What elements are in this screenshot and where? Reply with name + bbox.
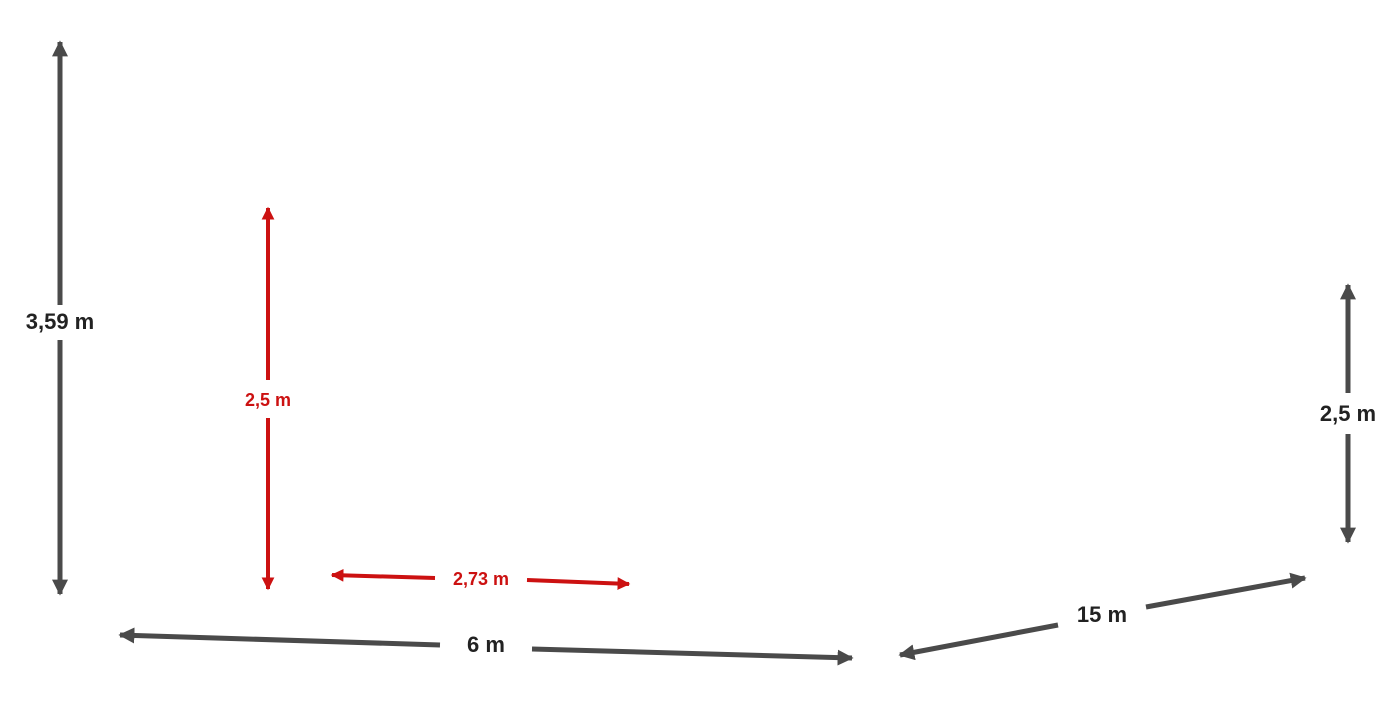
dimension-side-length-arrow-right [1145,572,1307,610]
dimension-front-length: 6 m [118,627,854,666]
dimension-inner-width-arrow-right [526,577,631,590]
dimension-total-height-label: 3,59 m [26,309,95,334]
dimension-inner-width-label: 2,73 m [453,569,509,589]
dimension-inner-width-arrow-left [330,568,436,582]
dimension-right-height: 2,5 m [1320,283,1376,544]
dimension-side-length: 15 m [898,572,1307,661]
dimension-total-height: 3,59 m [26,40,95,596]
dimension-inner-height: 2,5 m [245,206,291,591]
dimension-side-length-arrow-left [898,622,1059,661]
dimension-front-length-label: 6 m [467,632,505,657]
dimension-side-length-label: 15 m [1077,602,1127,627]
dimension-front-length-arrow-left [118,627,441,648]
dimension-inner-height-label: 2,5 m [245,390,291,410]
dimension-right-height-label: 2,5 m [1320,401,1376,426]
dimension-inner-width: 2,73 m [330,568,631,590]
dimension-front-length-arrow-right [531,646,854,666]
